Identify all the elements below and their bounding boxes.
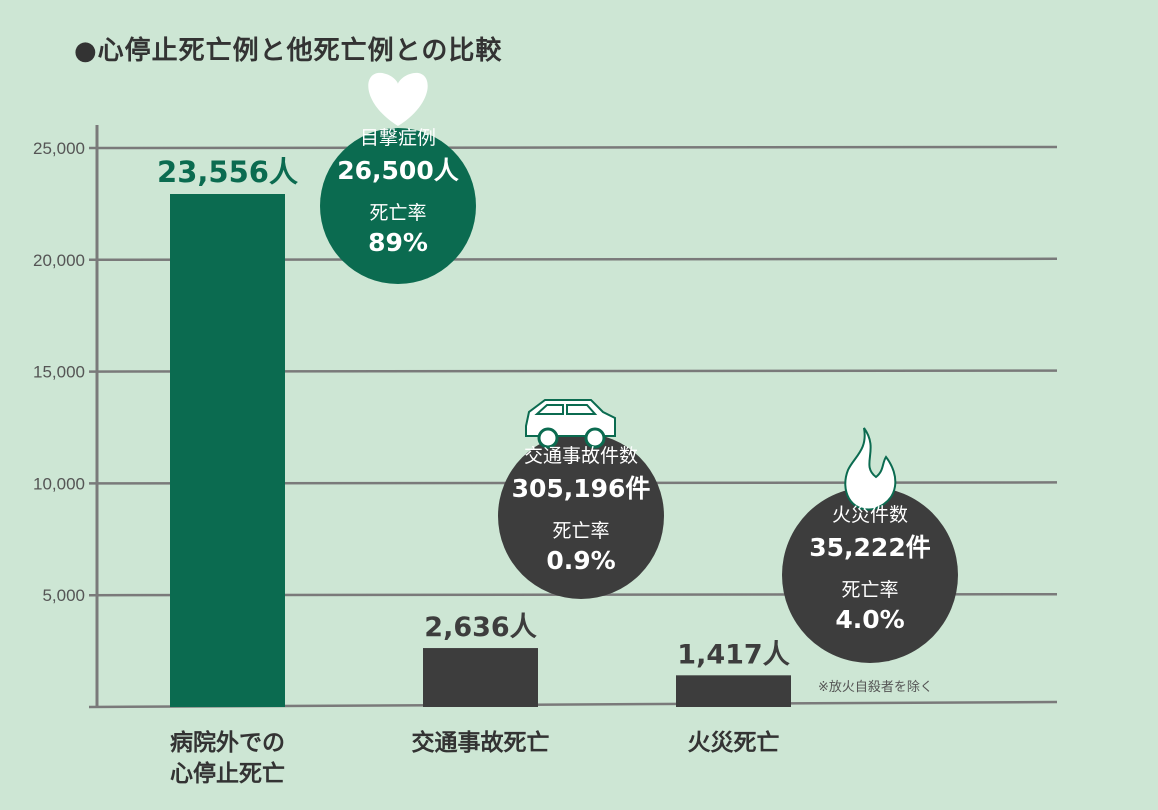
bar-value-label: 1,417人 (677, 639, 789, 670)
footnote: ※放火自殺者を除く (818, 680, 933, 695)
annotation-circle (498, 433, 664, 599)
heart-icon (368, 72, 428, 126)
category-label: 心停止死亡 (170, 760, 285, 787)
y-tick-label: 10,000 (33, 474, 85, 493)
y-tick-label: 15,000 (33, 363, 85, 382)
annotation-text: 4.0% (835, 605, 904, 634)
bar (676, 675, 791, 707)
annotation-text: 死亡率 (552, 520, 609, 542)
annotation-text: 89% (368, 228, 428, 257)
category-label: 交通事故死亡 (412, 729, 550, 756)
bar-value-label: 23,556人 (157, 155, 298, 189)
annotation-text: 交通事故件数 (524, 445, 638, 467)
y-tick-label: 20,000 (33, 251, 85, 270)
annotation-text: 死亡率 (369, 202, 426, 224)
y-tick-label: 25,000 (33, 139, 85, 158)
annotation-text: 305,196件 (512, 474, 651, 503)
fire-icon (844, 427, 897, 511)
gridline (88, 145, 1058, 150)
y-tick-label: 5,000 (42, 586, 85, 605)
bar (423, 648, 538, 707)
bar-value-label: 2,636人 (424, 612, 536, 643)
annotation-text: 目撃症例 (360, 127, 436, 149)
annotation-text: 死亡率 (841, 579, 898, 601)
category-label: 病院外での (170, 729, 285, 756)
annotation-text: 0.9% (546, 546, 615, 575)
bar (170, 194, 285, 707)
annotation-text: 35,222件 (809, 533, 930, 562)
category-label: 火災死亡 (688, 729, 780, 756)
annotation-circle (320, 128, 476, 284)
annotation-circle (782, 487, 958, 663)
chart-title: ●心停止死亡例と他死亡例との比較 (74, 36, 503, 66)
car-icon (525, 399, 616, 449)
annotation-text: 26,500人 (337, 156, 458, 185)
annotation-text: 火災件数 (832, 504, 908, 526)
